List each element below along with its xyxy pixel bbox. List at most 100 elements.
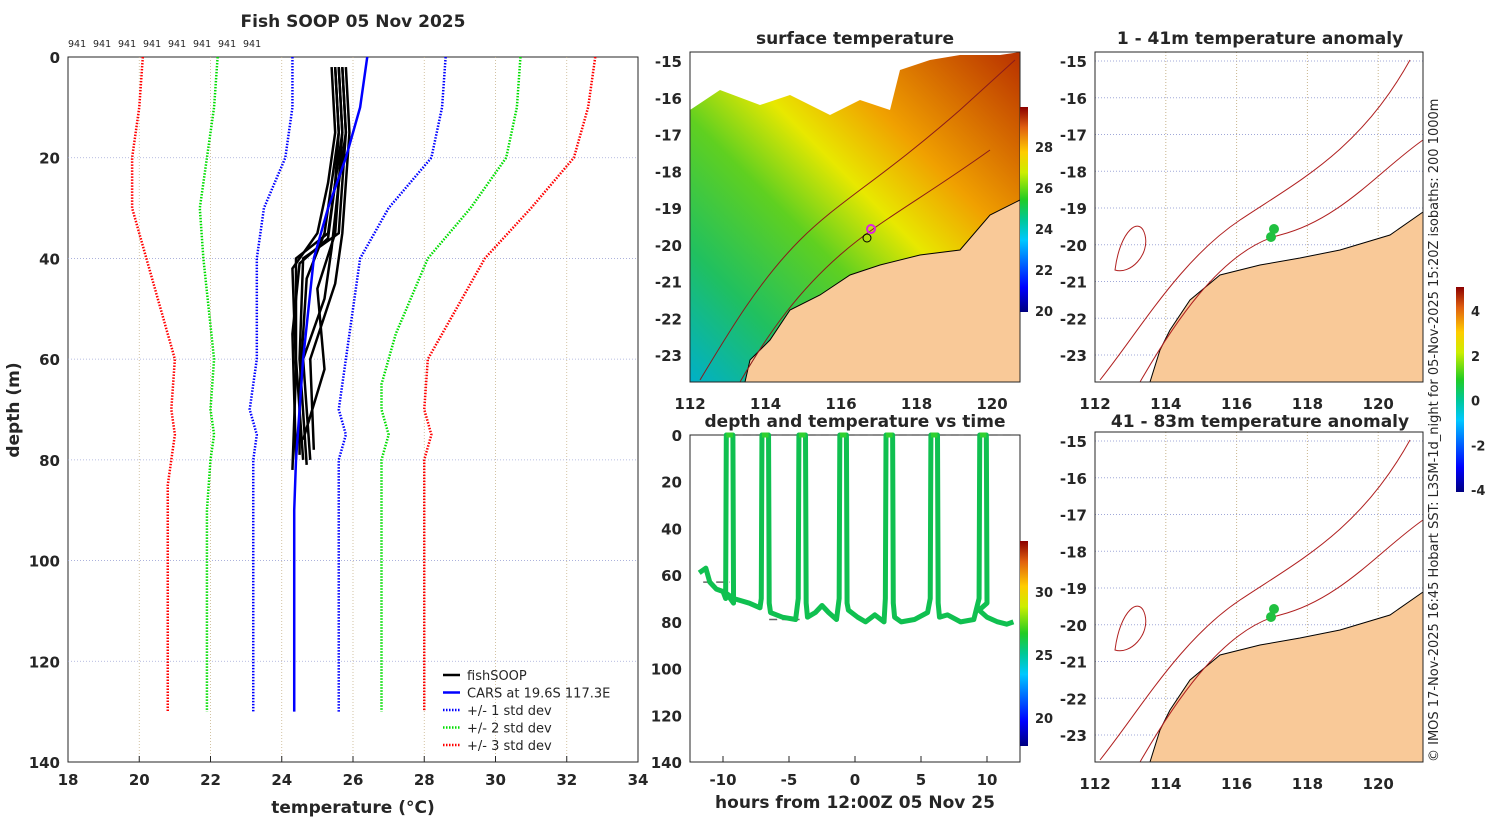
std-dev-2-high bbox=[380, 56, 522, 712]
y-tick-label: -20 bbox=[655, 237, 682, 255]
x-tick-label: 114 bbox=[1150, 775, 1181, 793]
plateau-contour bbox=[1114, 605, 1147, 652]
profile-count-label: 941 bbox=[168, 39, 186, 50]
colorbar-tick-label: 0 bbox=[1471, 395, 1480, 410]
std-dev-3-low bbox=[130, 56, 177, 712]
y-tick-label: -15 bbox=[655, 53, 682, 71]
y-tick-label: -20 bbox=[1060, 617, 1087, 635]
y-tick-label: -22 bbox=[655, 310, 682, 328]
std-dev-2-low bbox=[198, 56, 219, 712]
ts-title: depth and temperature vs time bbox=[705, 412, 1006, 432]
x-tick-label: 112 bbox=[1079, 775, 1110, 793]
legend-label: fishSOOP bbox=[467, 669, 527, 684]
y-tick-label: -15 bbox=[1060, 433, 1087, 451]
colorbar-tick-label: -2 bbox=[1471, 439, 1485, 454]
isobath-200 bbox=[1099, 439, 1411, 761]
x-tick-label: 112 bbox=[674, 395, 705, 413]
ts-x-label: hours from 12:00Z 05 Nov 25 bbox=[715, 793, 995, 813]
std-dev-1-high bbox=[337, 56, 447, 712]
colorbar-tick-label: 22 bbox=[1035, 264, 1053, 279]
y-tick-label: 20 bbox=[661, 474, 682, 492]
legend-label: +/- 2 std dev bbox=[467, 722, 552, 737]
std-dev-3-high bbox=[422, 56, 597, 712]
anomaly-colorbar bbox=[1456, 287, 1464, 492]
y-tick-label: -17 bbox=[1060, 127, 1087, 145]
y-tick-label: -17 bbox=[1060, 507, 1087, 525]
map-frame bbox=[1094, 51, 1424, 383]
legend-label: +/- 3 std dev bbox=[467, 739, 552, 754]
isobath-1000 bbox=[1139, 139, 1424, 383]
profile-count-label: 941 bbox=[143, 39, 161, 50]
y-tick-label: 60 bbox=[39, 351, 60, 369]
y-tick-label: 0 bbox=[672, 427, 682, 445]
y-tick-label: 40 bbox=[661, 520, 682, 538]
anomaly-marker bbox=[1269, 224, 1279, 234]
anomaly-marker bbox=[1266, 232, 1276, 242]
y-tick-label: -19 bbox=[655, 200, 682, 218]
profile-count-label: 941 bbox=[193, 39, 211, 50]
x-tick-label: 120 bbox=[1363, 395, 1394, 413]
x-tick-label: 120 bbox=[1363, 775, 1394, 793]
colorbar-tick-label: 20 bbox=[1035, 305, 1053, 320]
std-dev-1-low bbox=[248, 57, 294, 712]
cars-profile bbox=[292, 56, 369, 712]
credit-text: © IMOS 17-Nov-2025 16:45 Hobart SST: L3S… bbox=[1427, 99, 1442, 762]
fish-profile bbox=[301, 67, 348, 441]
y-tick-label: 120 bbox=[651, 707, 682, 725]
ts-colorbar bbox=[1020, 541, 1028, 746]
profile-count-label: 941 bbox=[218, 39, 236, 50]
profile-title: Fish SOOP 05 Nov 2025 bbox=[241, 12, 466, 32]
y-tick-label: -20 bbox=[1060, 237, 1087, 255]
time-series-panel: depth and temperature vs time -10 -5 0 5 100… bbox=[651, 412, 1053, 813]
x-tick-label: 118 bbox=[901, 395, 932, 413]
y-tick-label: 40 bbox=[39, 250, 60, 268]
x-tick-label: 34 bbox=[628, 771, 649, 789]
y-tick-label: -19 bbox=[1060, 580, 1087, 598]
sst-colorbar bbox=[1020, 107, 1028, 312]
colorbar-tick-label: 30 bbox=[1035, 586, 1053, 601]
legend: fishSOOP CARS at 19.6S 117.3E +/- 1 std de… bbox=[443, 669, 610, 754]
colorbar-tick-label: 4 bbox=[1471, 305, 1480, 320]
anomaly-marker bbox=[1266, 612, 1276, 622]
x-tick-label: 24 bbox=[271, 771, 292, 789]
isobath-1000 bbox=[1139, 519, 1424, 763]
y-tick-label: 80 bbox=[39, 452, 60, 470]
y-tick-label: 140 bbox=[651, 754, 682, 772]
anomaly-map-lower: 41 - 83m temperature anomaly 112 114 116 11… bbox=[1060, 412, 1424, 793]
anomaly-marker bbox=[1269, 604, 1279, 614]
location-marker bbox=[866, 224, 876, 234]
colorbar-tick-label: -4 bbox=[1471, 484, 1485, 499]
y-tick-label: -16 bbox=[1060, 470, 1087, 488]
anomaly-map-upper: 1 - 41m temperature anomaly 112 114 116 118… bbox=[1060, 29, 1424, 413]
y-tick-label: -16 bbox=[1060, 90, 1087, 108]
fish-profile bbox=[291, 67, 344, 460]
y-tick-label: -18 bbox=[1060, 543, 1087, 561]
colorbar-tick-label: 20 bbox=[1035, 712, 1053, 727]
anomaly-upper-title: 1 - 41m temperature anomaly bbox=[1117, 29, 1403, 49]
fish-profile bbox=[291, 67, 337, 470]
x-tick-label: 0 bbox=[850, 771, 860, 789]
colorbar-tick-label: 2 bbox=[1471, 350, 1480, 365]
y-tick-label: -18 bbox=[1060, 163, 1087, 181]
y-tick-label: 0 bbox=[50, 49, 60, 67]
y-tick-label: 120 bbox=[29, 653, 60, 671]
y-axis-label: depth (m) bbox=[4, 362, 24, 457]
sst-map-panel: surface temperature 112 114 116 118 120 -15 -1… bbox=[655, 29, 1053, 413]
profile-count-label: 941 bbox=[93, 39, 111, 50]
isobath-200 bbox=[1099, 59, 1411, 381]
x-tick-label: 30 bbox=[485, 771, 506, 789]
x-tick-label: 18 bbox=[58, 771, 79, 789]
isobath-200 bbox=[699, 59, 1016, 381]
y-tick-label: -21 bbox=[1060, 654, 1087, 672]
location-marker bbox=[862, 233, 872, 243]
y-tick-label: 100 bbox=[29, 553, 60, 571]
fish-profile bbox=[308, 67, 351, 450]
x-tick-label: 20 bbox=[129, 771, 150, 789]
x-tick-label: 22 bbox=[200, 771, 221, 789]
x-tick-label: 116 bbox=[1221, 775, 1252, 793]
x-tick-label: 114 bbox=[750, 395, 781, 413]
y-tick-label: 20 bbox=[39, 150, 60, 168]
y-tick-label: 140 bbox=[29, 754, 60, 772]
